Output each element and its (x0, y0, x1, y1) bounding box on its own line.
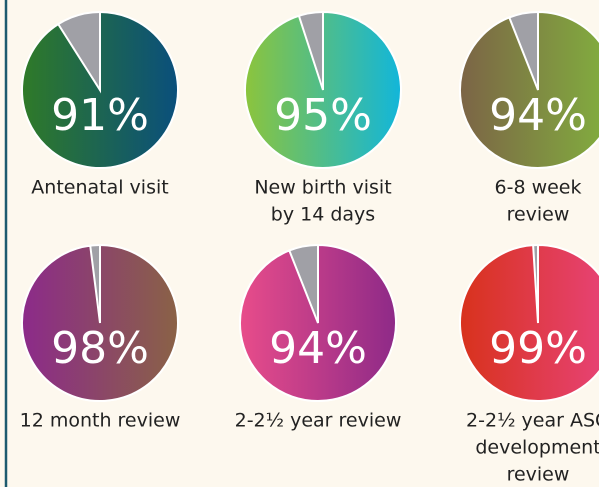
pie-slice (21, 10, 179, 169)
pie-value-label: 98% (51, 323, 149, 374)
pie-value-label: 95% (274, 90, 372, 141)
pie-label: by 14 days (271, 204, 375, 226)
pie-label: review (507, 204, 570, 226)
pie-label: 12 month review (20, 410, 181, 432)
pie-slice (239, 243, 397, 402)
pie-value-label: 91% (51, 90, 149, 141)
pie-label: Antenatal visit (31, 177, 168, 199)
pie-label: development (475, 437, 599, 459)
pie-slice (459, 243, 599, 402)
pie-slice (21, 243, 179, 402)
pie-slice (244, 10, 402, 169)
pie-value-label: 94% (489, 90, 587, 141)
pie-value-label: 94% (269, 323, 367, 374)
pie-value-label: 99% (489, 323, 587, 374)
pie-slice (459, 10, 599, 169)
pie-label: New birth visit (254, 177, 391, 199)
pie-label: 6-8 week (495, 177, 582, 199)
pie-label: 2-2½ year ASQ (466, 410, 599, 432)
pie-label: review (507, 464, 570, 486)
pie-label: 2-2½ year review (235, 410, 402, 432)
